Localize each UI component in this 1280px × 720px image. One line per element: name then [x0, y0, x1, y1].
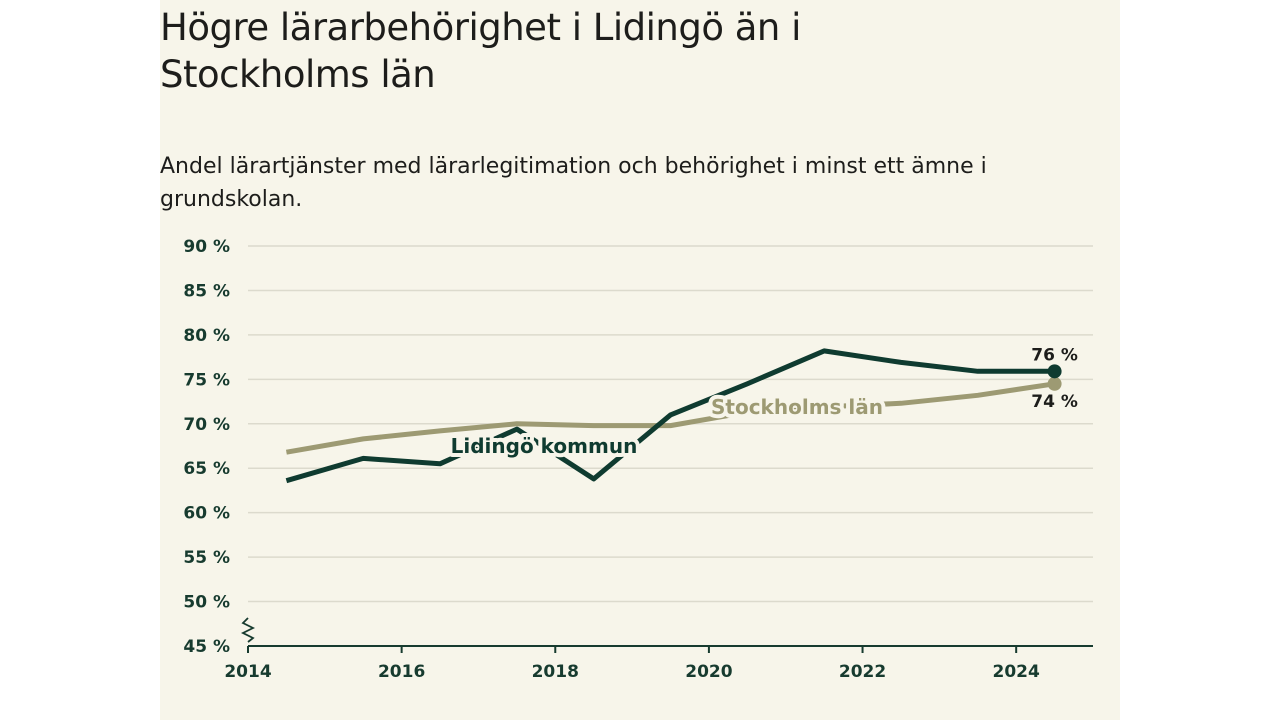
x-tick-label: 2020: [685, 662, 732, 682]
y-tick-label: 60 %: [183, 504, 230, 524]
chart-panel: [160, 0, 1120, 720]
end-marker-lidingo: [1047, 364, 1062, 379]
end-label-lidingo: 76 %: [1031, 345, 1078, 365]
series-line-lidingo: [285, 348, 1055, 484]
series-label-lidingo: Lidingö kommun: [451, 434, 638, 458]
y-tick-label: 70 %: [183, 415, 230, 435]
y-axis-ticks: 45 % 50 % 55 % 60 % 65 % 70 % 75 % 80 % 85 % 90 %: [183, 237, 230, 657]
y-tick-label: 75 %: [183, 370, 230, 390]
x-tick-label: 2018: [532, 662, 579, 682]
chart-subtitle: Andel lärartjänster med lärarlegitimatio…: [160, 154, 987, 212]
y-tick-label: 45 %: [183, 637, 230, 657]
y-tick-label: 55 %: [183, 548, 230, 568]
x-tick-label: 2014: [224, 662, 271, 682]
y-tick-label: 65 %: [183, 459, 230, 479]
series-lines: [285, 348, 1062, 484]
x-tick-label: 2024: [993, 662, 1040, 682]
end-label-stockholm: 74 %: [1031, 392, 1078, 412]
y-tick-label: 85 %: [183, 281, 230, 301]
y-axis-break-icon: [240, 617, 256, 643]
series-label-stockholm: Stockholms län: [711, 395, 883, 419]
x-tick-label: 2016: [378, 662, 425, 682]
x-axis-ticks: 2014 2016 2018 2020 2022 2024: [224, 646, 1040, 682]
grid-lines: [248, 245, 1093, 603]
y-tick-label: 90 %: [183, 237, 230, 257]
y-tick-label: 50 %: [183, 593, 230, 613]
y-tick-label: 80 %: [183, 326, 230, 346]
x-tick-label: 2022: [839, 662, 886, 682]
series-labels: Lidingö kommun Stockholms län 76 % 74 %: [447, 345, 1078, 462]
end-marker-stockholm: [1047, 376, 1062, 391]
chart-title: Högre lärarbehörighet i Lidingö än i Sto…: [160, 6, 801, 96]
